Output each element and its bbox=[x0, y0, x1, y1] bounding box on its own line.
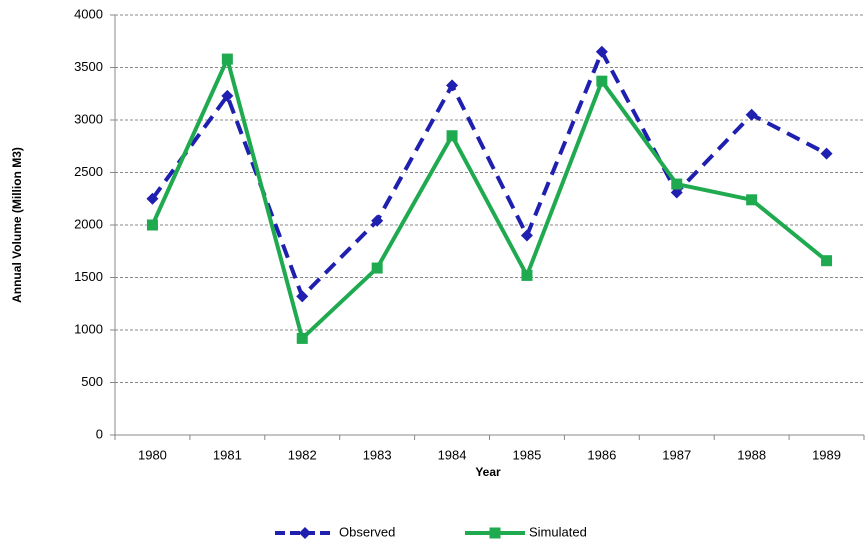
data-point bbox=[671, 178, 683, 190]
y-tick-label: 1500 bbox=[74, 269, 103, 284]
x-tick-label: 1989 bbox=[812, 447, 841, 462]
data-point bbox=[595, 45, 608, 58]
y-tick-label: 500 bbox=[81, 374, 103, 389]
data-point bbox=[371, 262, 383, 274]
legend-label: Simulated bbox=[529, 524, 587, 539]
y-tick-label: 1000 bbox=[74, 321, 103, 336]
data-point bbox=[371, 214, 384, 227]
y-axis-label: Annual Volume (Million M3) bbox=[10, 147, 24, 303]
data-point bbox=[596, 75, 608, 87]
data-point bbox=[745, 108, 758, 121]
x-tick-label: 1986 bbox=[587, 447, 616, 462]
y-tick-label: 0 bbox=[96, 426, 103, 441]
data-point bbox=[296, 290, 309, 303]
series-line bbox=[150, 47, 828, 301]
y-tick-label: 3000 bbox=[74, 111, 103, 126]
x-tick-label: 1987 bbox=[662, 447, 691, 462]
legend-marker bbox=[299, 527, 311, 539]
x-axis-label: Year bbox=[475, 465, 501, 479]
y-tick-label: 2500 bbox=[74, 164, 103, 179]
x-tick-label: 1984 bbox=[438, 447, 467, 462]
y-tick-label: 2000 bbox=[74, 216, 103, 231]
data-point bbox=[746, 194, 758, 206]
x-tick-label: 1982 bbox=[288, 447, 317, 462]
data-point bbox=[446, 130, 458, 142]
y-tick-label: 3500 bbox=[74, 59, 103, 74]
data-point bbox=[146, 192, 159, 205]
x-tick-label: 1985 bbox=[512, 447, 541, 462]
data-point bbox=[221, 89, 234, 102]
x-tick-label: 1988 bbox=[737, 447, 766, 462]
data-point bbox=[521, 269, 533, 281]
data-point bbox=[821, 255, 833, 267]
series-line bbox=[150, 53, 828, 343]
x-tick-label: 1983 bbox=[363, 447, 392, 462]
data-point bbox=[146, 219, 158, 231]
x-tick-label: 1980 bbox=[138, 447, 167, 462]
data-point bbox=[820, 147, 833, 160]
data-point bbox=[221, 53, 233, 65]
legend-marker bbox=[489, 527, 501, 539]
data-point bbox=[446, 79, 459, 92]
data-point bbox=[520, 229, 533, 242]
x-tick-label: 1981 bbox=[213, 447, 242, 462]
legend-label: Observed bbox=[339, 524, 395, 539]
y-tick-label: 4000 bbox=[74, 6, 103, 21]
data-point bbox=[296, 332, 308, 344]
